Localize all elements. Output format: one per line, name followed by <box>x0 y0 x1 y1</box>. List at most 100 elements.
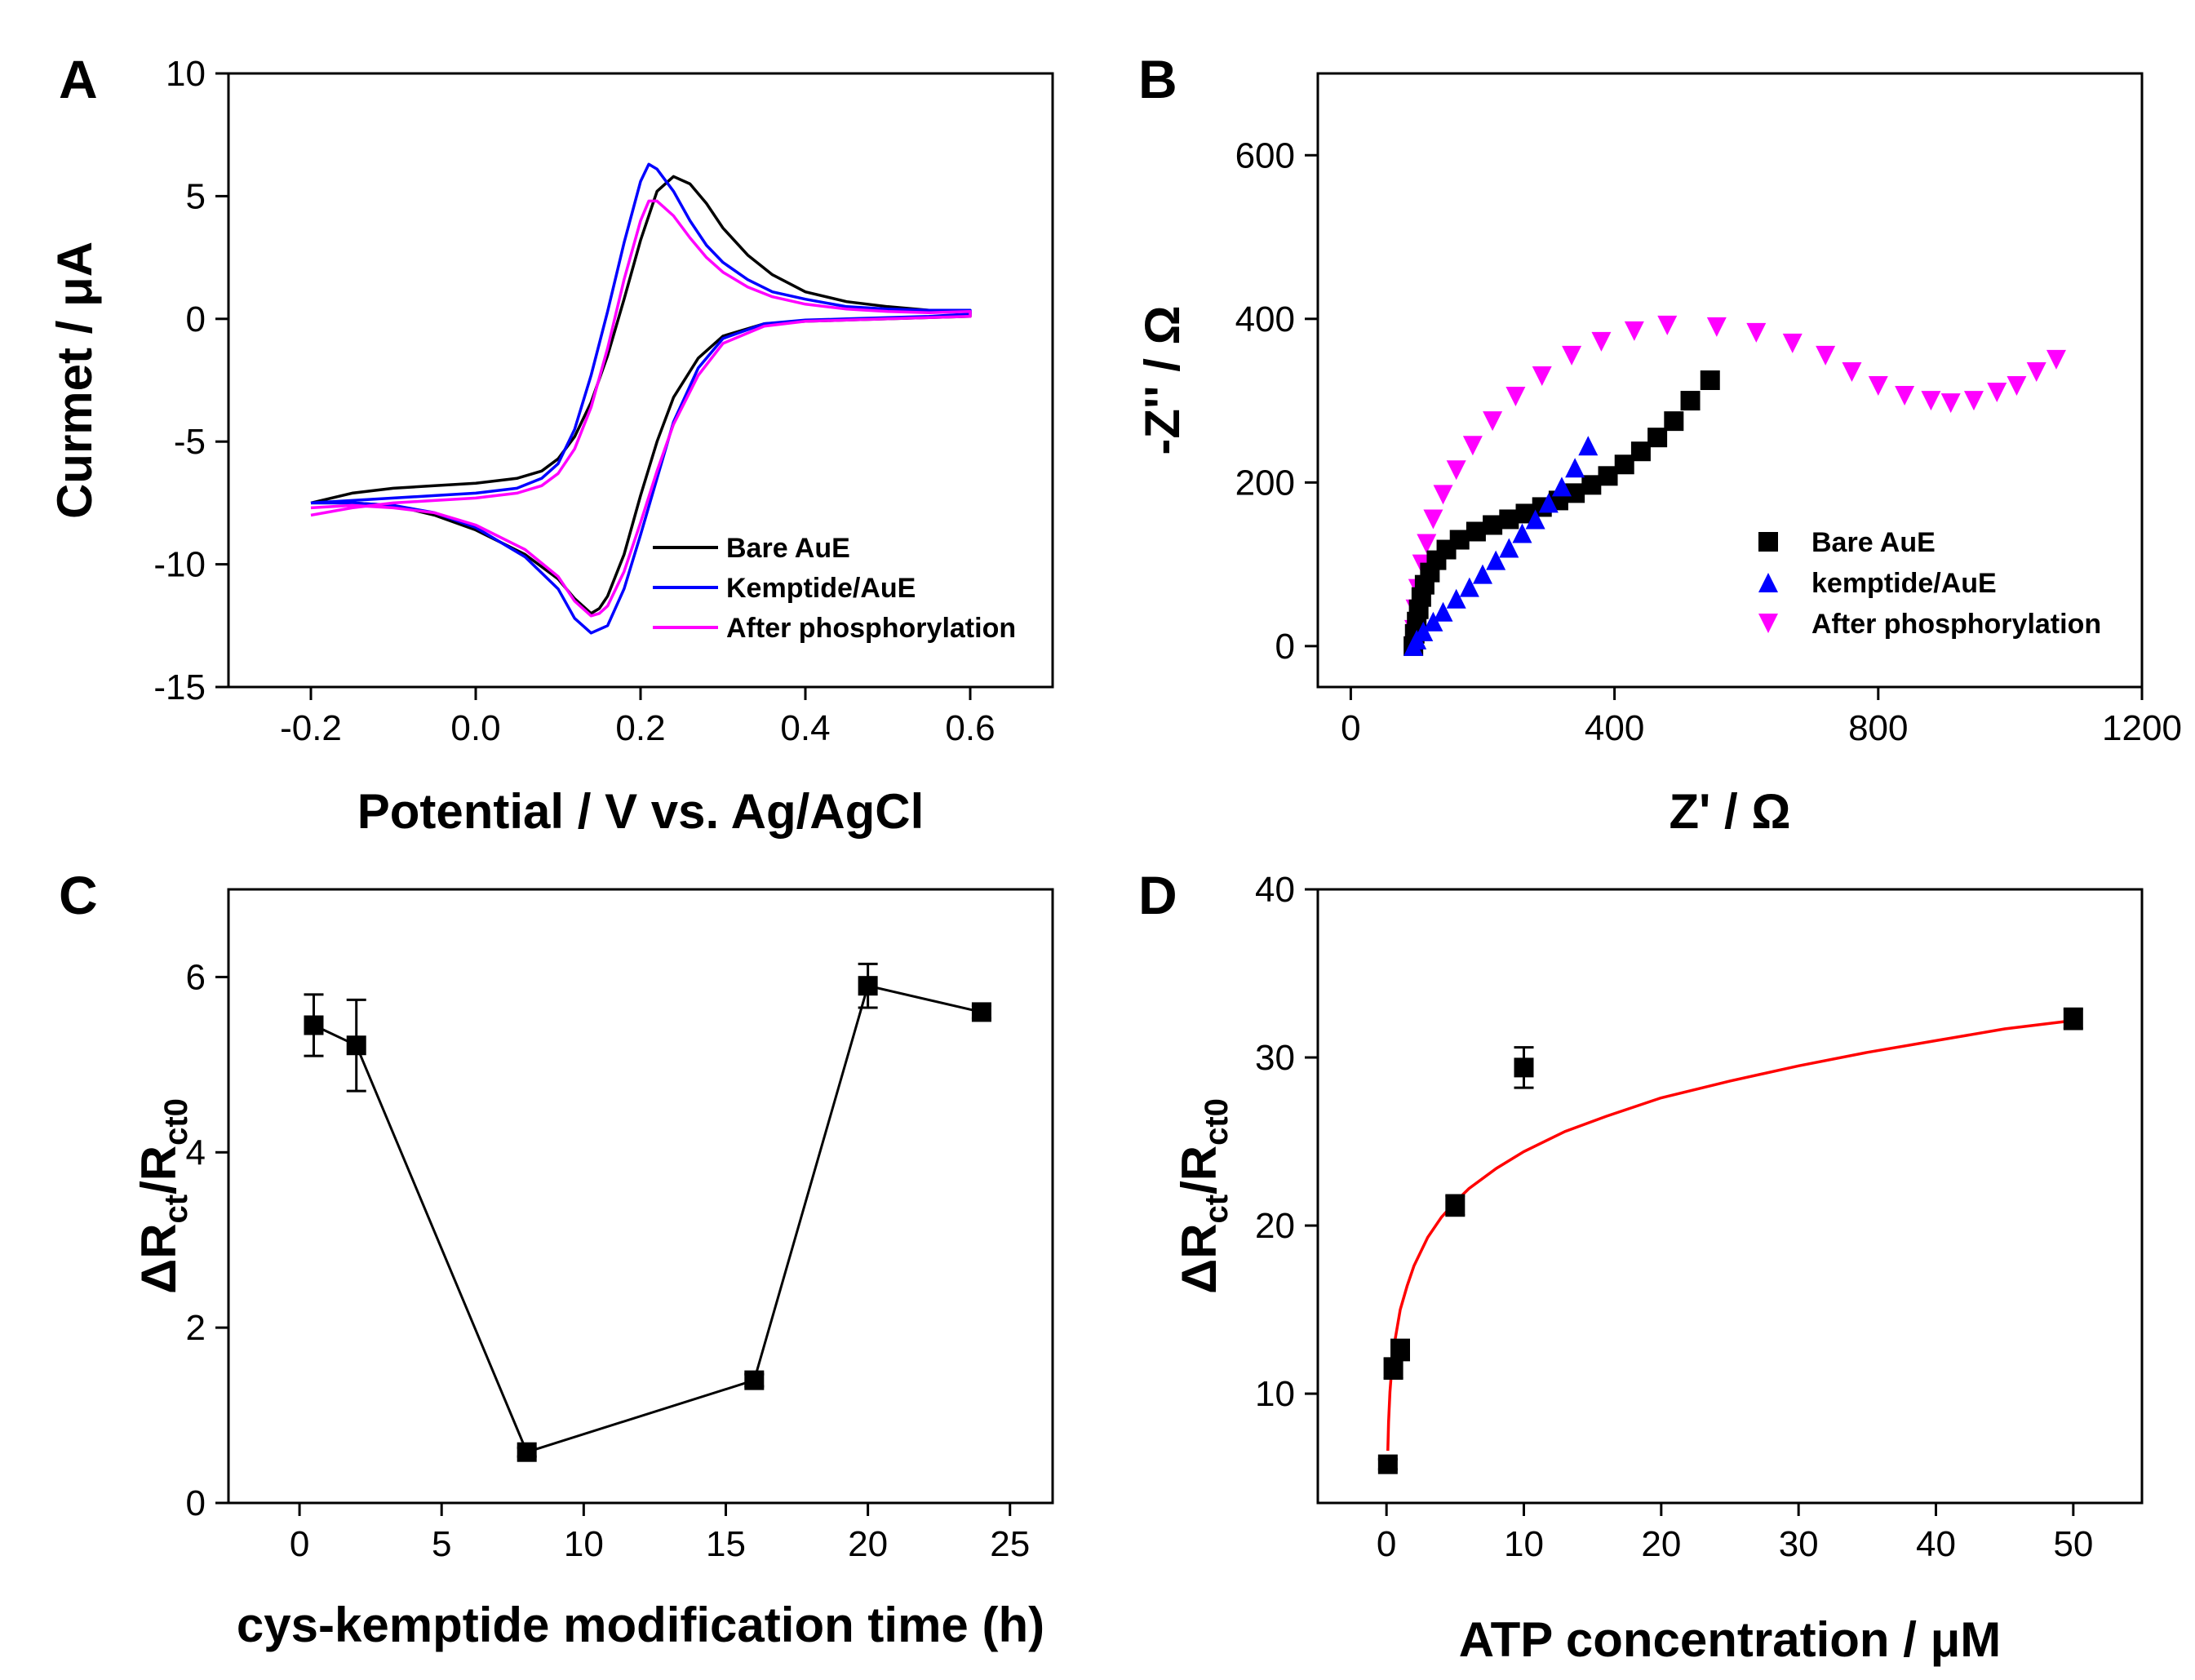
marker-kemptide-b-5 <box>1446 588 1466 609</box>
marker-bare-b-21 <box>1647 428 1668 448</box>
x-tick-label-d-3: 30 <box>1779 1524 1819 1564</box>
x-tick-label-c-0: 0 <box>290 1524 309 1564</box>
x-tick-label-d-5: 50 <box>2053 1524 2093 1564</box>
series-d <box>1377 1007 2083 1474</box>
y-tick-label-a-5: 10 <box>166 54 206 94</box>
y-tick-label-c-0: 0 <box>186 1483 206 1523</box>
y-tick-label-c-2: 4 <box>186 1133 206 1172</box>
panel-a: A -0.2 0.0 0.2 0.4 0.6 -15 -10 -5 0 5 10 Potential… <box>47 49 1054 839</box>
marker-phospho-b-11 <box>1505 387 1526 407</box>
marker-d-0 <box>1377 1454 1398 1474</box>
y-tick-label-b-3: 600 <box>1235 135 1295 175</box>
x-tick-label-d-2: 20 <box>1641 1524 1681 1564</box>
marker-c-4 <box>858 976 878 996</box>
y-axis-title-c-mid: /R <box>131 1146 186 1195</box>
panel-label-c: C <box>59 865 98 925</box>
panel-label-b: B <box>1138 49 1177 109</box>
series-a <box>310 162 972 635</box>
y-axis-title-d-main: ΔR <box>1172 1223 1226 1293</box>
marker-kemptide-b-4 <box>1433 601 1453 622</box>
marker-phospho-b-10 <box>1483 411 1503 432</box>
y-axis-title-a: Curmet / μA <box>47 242 102 519</box>
y-tick-label-d-0: 10 <box>1255 1374 1295 1414</box>
y-tick-label-b-0: 0 <box>1275 627 1295 667</box>
marker-phospho-b-20 <box>1816 345 1836 366</box>
marker-phospho-b-9 <box>1462 436 1483 456</box>
marker-bare-b-17 <box>1581 475 1602 495</box>
y-tick-label-a-0: -15 <box>153 667 206 707</box>
marker-phospho-b-29 <box>2026 361 2046 382</box>
marker-bare-b-12 <box>1499 509 1519 530</box>
x-tick-label-b-0: 0 <box>1341 708 1360 748</box>
x-tick-label-b-2: 800 <box>1848 708 1908 748</box>
marker-phospho-b-27 <box>1987 383 2007 403</box>
marker-bare-b-20 <box>1630 441 1651 462</box>
ticks-c: 0 5 10 15 20 25 0 2 4 6 <box>186 957 1031 1564</box>
legend-marker-bare-b <box>1758 532 1778 552</box>
marker-phospho-b-22 <box>1868 376 1888 397</box>
plot-frame-b <box>1316 72 2144 689</box>
marker-bare-b-9 <box>1449 530 1470 550</box>
legend-a: Bare AuE Kemptide/AuE After phosphorylat… <box>653 533 1016 644</box>
y-tick-label-a-2: -5 <box>174 422 206 462</box>
marker-kemptide-b-2 <box>1413 621 1434 641</box>
marker-bare-b-19 <box>1614 454 1634 475</box>
marker-bare-b-23 <box>1680 391 1701 411</box>
y-axis-title-c-sub2: ct0 <box>158 1098 194 1146</box>
y-axis-title-d-mid: /R <box>1172 1146 1226 1195</box>
marker-kemptide-b-14 <box>1565 458 1585 478</box>
legend-label-phospho-a: After phosphorylation <box>726 613 1016 644</box>
marker-phospho-b-17 <box>1706 317 1727 337</box>
marker-kemptide-b-7 <box>1473 564 1492 584</box>
marker-phospho-b-30 <box>2046 349 2066 370</box>
legend-label-phospho-b: After phosphorylation <box>1811 609 2101 640</box>
marker-c-1 <box>346 1035 366 1056</box>
y-tick-label-d-1: 20 <box>1255 1206 1295 1246</box>
x-tick-label-a-3: 0.4 <box>780 708 830 748</box>
marker-c-3 <box>744 1370 765 1390</box>
fit-curve-d <box>1386 1018 2074 1452</box>
marker-phospho-b-15 <box>1624 321 1644 341</box>
panel-label-a: A <box>59 49 98 109</box>
x-tick-label-d-1: 10 <box>1504 1524 1544 1564</box>
marker-phospho-b-16 <box>1657 315 1678 335</box>
y-axis-title-b: -Z'' / Ω <box>1135 305 1190 454</box>
marker-bare-b-24 <box>1700 370 1720 390</box>
ticks-d: 0 10 20 30 40 50 10 20 30 40 <box>1255 870 2093 1564</box>
marker-phospho-b-25 <box>1940 393 1961 414</box>
marker-phospho-b-6 <box>1423 509 1443 530</box>
marker-bare-b-18 <box>1598 466 1618 486</box>
series-line-phospho-a <box>310 199 972 618</box>
marker-kemptide-b-12 <box>1538 493 1559 513</box>
marker-phospho-b-23 <box>1895 386 1915 406</box>
marker-d-3 <box>1445 1195 1466 1216</box>
legend-label-bare-a: Bare AuE <box>726 533 850 564</box>
marker-kemptide-b-15 <box>1578 436 1599 456</box>
y-tick-label-d-3: 40 <box>1255 870 1295 910</box>
legend-marker-phospho-b <box>1758 614 1778 633</box>
x-axis-title-b: Z' / Ω <box>1669 784 1790 839</box>
legend-label-bare-b: Bare AuE <box>1811 527 1936 558</box>
y-axis-title-c-main: ΔR <box>131 1223 186 1293</box>
legend-marker-kemptide-b <box>1758 573 1778 592</box>
series-line-bare-a <box>310 175 972 615</box>
x-tick-label-a-2: 0.2 <box>615 708 665 748</box>
panel-label-d: D <box>1138 865 1177 925</box>
legend-label-kemptide-a: Kemptide/AuE <box>726 573 916 604</box>
series-line-c <box>313 984 982 1454</box>
y-axis-title-c: ΔRct/Rct0 <box>131 1098 194 1294</box>
marker-phospho-b-18 <box>1746 322 1767 343</box>
marker-phospho-b-26 <box>1963 391 1984 411</box>
ticks-a: -0.2 0.0 0.2 0.4 0.6 -15 -10 -5 0 5 10 <box>153 54 995 748</box>
y-axis-title-c-sub1: ct <box>158 1195 194 1224</box>
x-axis-title-a: Potential / V vs. Ag/AgCl <box>357 784 925 839</box>
marker-kemptide-b-3 <box>1423 611 1443 632</box>
x-tick-label-c-3: 15 <box>706 1524 746 1564</box>
y-tick-label-b-1: 200 <box>1235 463 1295 503</box>
marker-kemptide-b-13 <box>1551 477 1572 497</box>
marker-phospho-b-14 <box>1591 331 1612 352</box>
marker-d-1 <box>1383 1359 1403 1379</box>
series-line-kemptide-a <box>310 162 972 635</box>
